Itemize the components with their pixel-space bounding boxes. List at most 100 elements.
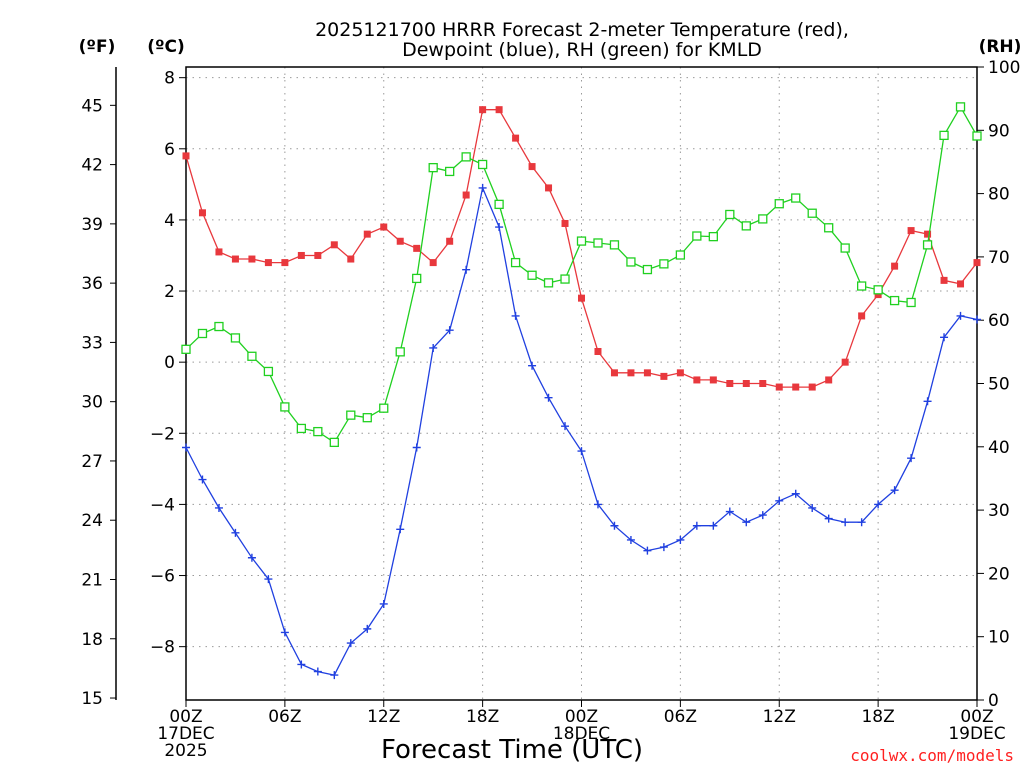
temperature-point [808,383,816,391]
celsius-tick-label: 8 [164,69,175,89]
dewpoint-point [528,361,537,370]
rh-tick-label: 0 [988,691,999,711]
dewpoint-point [379,599,388,608]
dewpoint-point [214,503,223,512]
dewpoint-point [841,518,850,527]
rh-series [181,102,982,448]
dewpoint-point [610,521,619,530]
rh-point [675,250,686,260]
temperature-point [281,259,289,267]
rh-tick-label: 60 [988,311,1010,331]
dewpoint-point [626,535,635,544]
temperature-point [858,312,866,320]
temperature-point [248,255,256,263]
dewpoint-point [923,397,932,406]
rh-unit-label: (RH) [979,37,1022,57]
temperature-point [231,255,239,263]
rh-point [659,259,669,269]
rh-point [263,366,274,377]
rh-point [346,410,356,420]
rh-point [774,199,784,209]
celsius-unit-label: (ºC) [147,37,185,57]
temperature-point [594,347,602,355]
rh-point [329,437,339,448]
rh-point [939,130,949,141]
temperature-point [726,380,734,387]
rh-tick-label: 70 [988,248,1010,268]
fahrenheit-tick-label: 27 [81,452,103,472]
x-tick-label: 18Z [466,707,499,727]
x-tick-label: 18DEC [553,724,610,744]
rh-point [379,403,389,413]
dewpoint-point [791,489,800,498]
dewpoint-point [429,343,438,352]
x-axis-label: Forecast Time (UTC) [381,735,643,765]
fahrenheit-tick-label: 33 [81,333,103,353]
gridlines [186,67,977,700]
rh-tick-label: 50 [988,375,1010,395]
rh-point [609,240,620,250]
temperature-point [676,369,684,377]
temperature-point [528,163,536,171]
x-tick-label: 00Z [565,707,598,727]
dewpoint-point [247,553,256,562]
rh-point [741,221,751,231]
rh-point [197,328,208,339]
rh-point [247,351,257,361]
rh-point [428,162,438,173]
rh-point [593,238,603,248]
dewpoint-point [577,447,586,456]
rh-point [412,273,422,284]
dewpoint-point [940,333,949,342]
celsius-tick-label: 6 [164,140,175,160]
dewpoint-point [412,443,421,452]
dewpoint-point [874,500,883,509]
temperature-point [907,227,915,235]
fahrenheit-tick-label: 15 [81,689,103,709]
rh-point [955,102,966,112]
fahrenheit-tick-label: 18 [81,630,103,650]
rh-point [313,426,323,437]
dewpoint-point [445,326,454,335]
temperature-point [610,369,618,377]
dewpoint-point [280,628,289,637]
celsius-tick-label: −6 [150,567,175,587]
dewpoint-point [709,521,718,530]
dewpoint-point [857,518,866,527]
temperature-point [380,223,388,231]
rh-point [840,243,850,253]
dewpoint-point [725,507,734,516]
temperature-point [413,244,421,252]
rh-point [626,257,636,267]
dewpoint-point [544,393,553,402]
temperature-point [940,276,948,284]
dewpoint-point [313,667,322,676]
rh-point [230,333,241,343]
labels: 2025121700 HRRR Forecast 2-meter Tempera… [79,19,1022,765]
temperature-point [627,369,635,377]
rh-point [708,231,718,242]
temperature-point [198,209,206,217]
temperature-point [825,376,833,384]
rh-tick-label: 30 [988,501,1010,521]
rh-point [214,321,224,332]
fahrenheit-tick-label: 24 [81,511,103,531]
temperature-point [314,251,322,259]
x-tick-label: 12Z [367,707,400,727]
temperature-point [578,294,585,302]
dewpoint-point [742,518,751,527]
celsius-tick-label: −2 [150,424,175,444]
temperature-point [643,369,651,377]
rh-point [181,344,191,354]
celsius-tick-label: 4 [164,211,175,231]
temperature-series [182,106,981,391]
dewpoint-point [956,311,965,320]
temperature-point [545,184,553,192]
rh-point [445,166,455,177]
dewpoint-point [593,500,602,509]
rh-point [692,231,702,241]
dewpoint-point [824,514,833,523]
temperature-point [759,380,767,387]
x-tick-label: 19DEC [948,724,1005,744]
dewpoint-point [907,454,916,463]
